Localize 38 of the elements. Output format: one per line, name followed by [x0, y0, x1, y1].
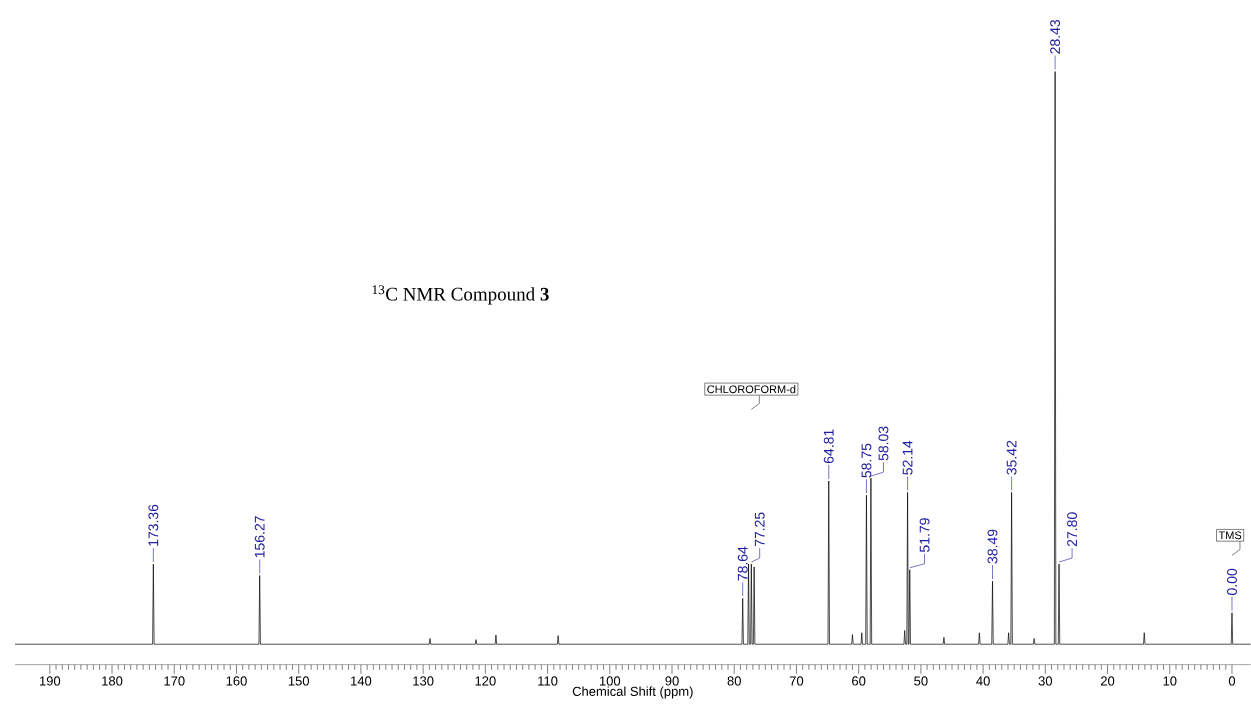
x-tick-label: 80 [727, 676, 741, 686]
annotation: CHLOROFORM-d [707, 385, 796, 394]
x-tick-label: 180 [102, 676, 123, 686]
x-tick-label: 100 [599, 676, 621, 686]
x-tick-label: 40 [976, 676, 990, 686]
x-tick-label: 70 [789, 676, 804, 686]
annotation: 27.80 [1067, 512, 1078, 547]
annotation: 0.00 [1227, 568, 1237, 596]
x-tick-label: 50 [914, 676, 928, 686]
annotation: 38.49 [987, 529, 998, 564]
x-tick-label: 0 [1228, 676, 1236, 686]
x-axis-title: Chemical Shift (ppm) [572, 686, 693, 699]
annotation: 28.43 [1050, 20, 1061, 54]
x-tick-label: 160 [226, 676, 247, 686]
x-tick-label: 30 [1038, 676, 1053, 686]
annotation: 51.79 [919, 518, 930, 553]
annotation: 173.36 [148, 504, 159, 546]
x-tick-label: 120 [475, 676, 496, 686]
x-tick-label: 90 [665, 676, 679, 686]
x-tick-label: 110 [538, 676, 558, 686]
annotation: 156.27 [254, 516, 265, 558]
x-tick-label: 60 [852, 676, 866, 686]
annotation: 58.75 [861, 443, 872, 478]
x-tick-label: 10 [1163, 676, 1177, 686]
text: $^{13}$C NMR Compound 3 [372, 285, 549, 305]
annotation: TMS [1218, 531, 1242, 540]
annotation: 64.81 [823, 429, 834, 464]
x-tick-label: 140 [351, 676, 372, 686]
x-tick-label: 150 [288, 676, 310, 686]
x-tick-label: 190 [39, 676, 61, 686]
annotation: 35.42 [1006, 441, 1017, 475]
annotation: 77.25 [754, 512, 765, 547]
annotation: 58.03 [878, 426, 889, 461]
annotation: 52.14 [902, 440, 913, 475]
x-tick-label: 20 [1100, 676, 1115, 686]
annotation: 78.64 [737, 546, 748, 581]
x-tick-label: 170 [164, 676, 185, 686]
x-tick-label: 130 [413, 676, 434, 686]
